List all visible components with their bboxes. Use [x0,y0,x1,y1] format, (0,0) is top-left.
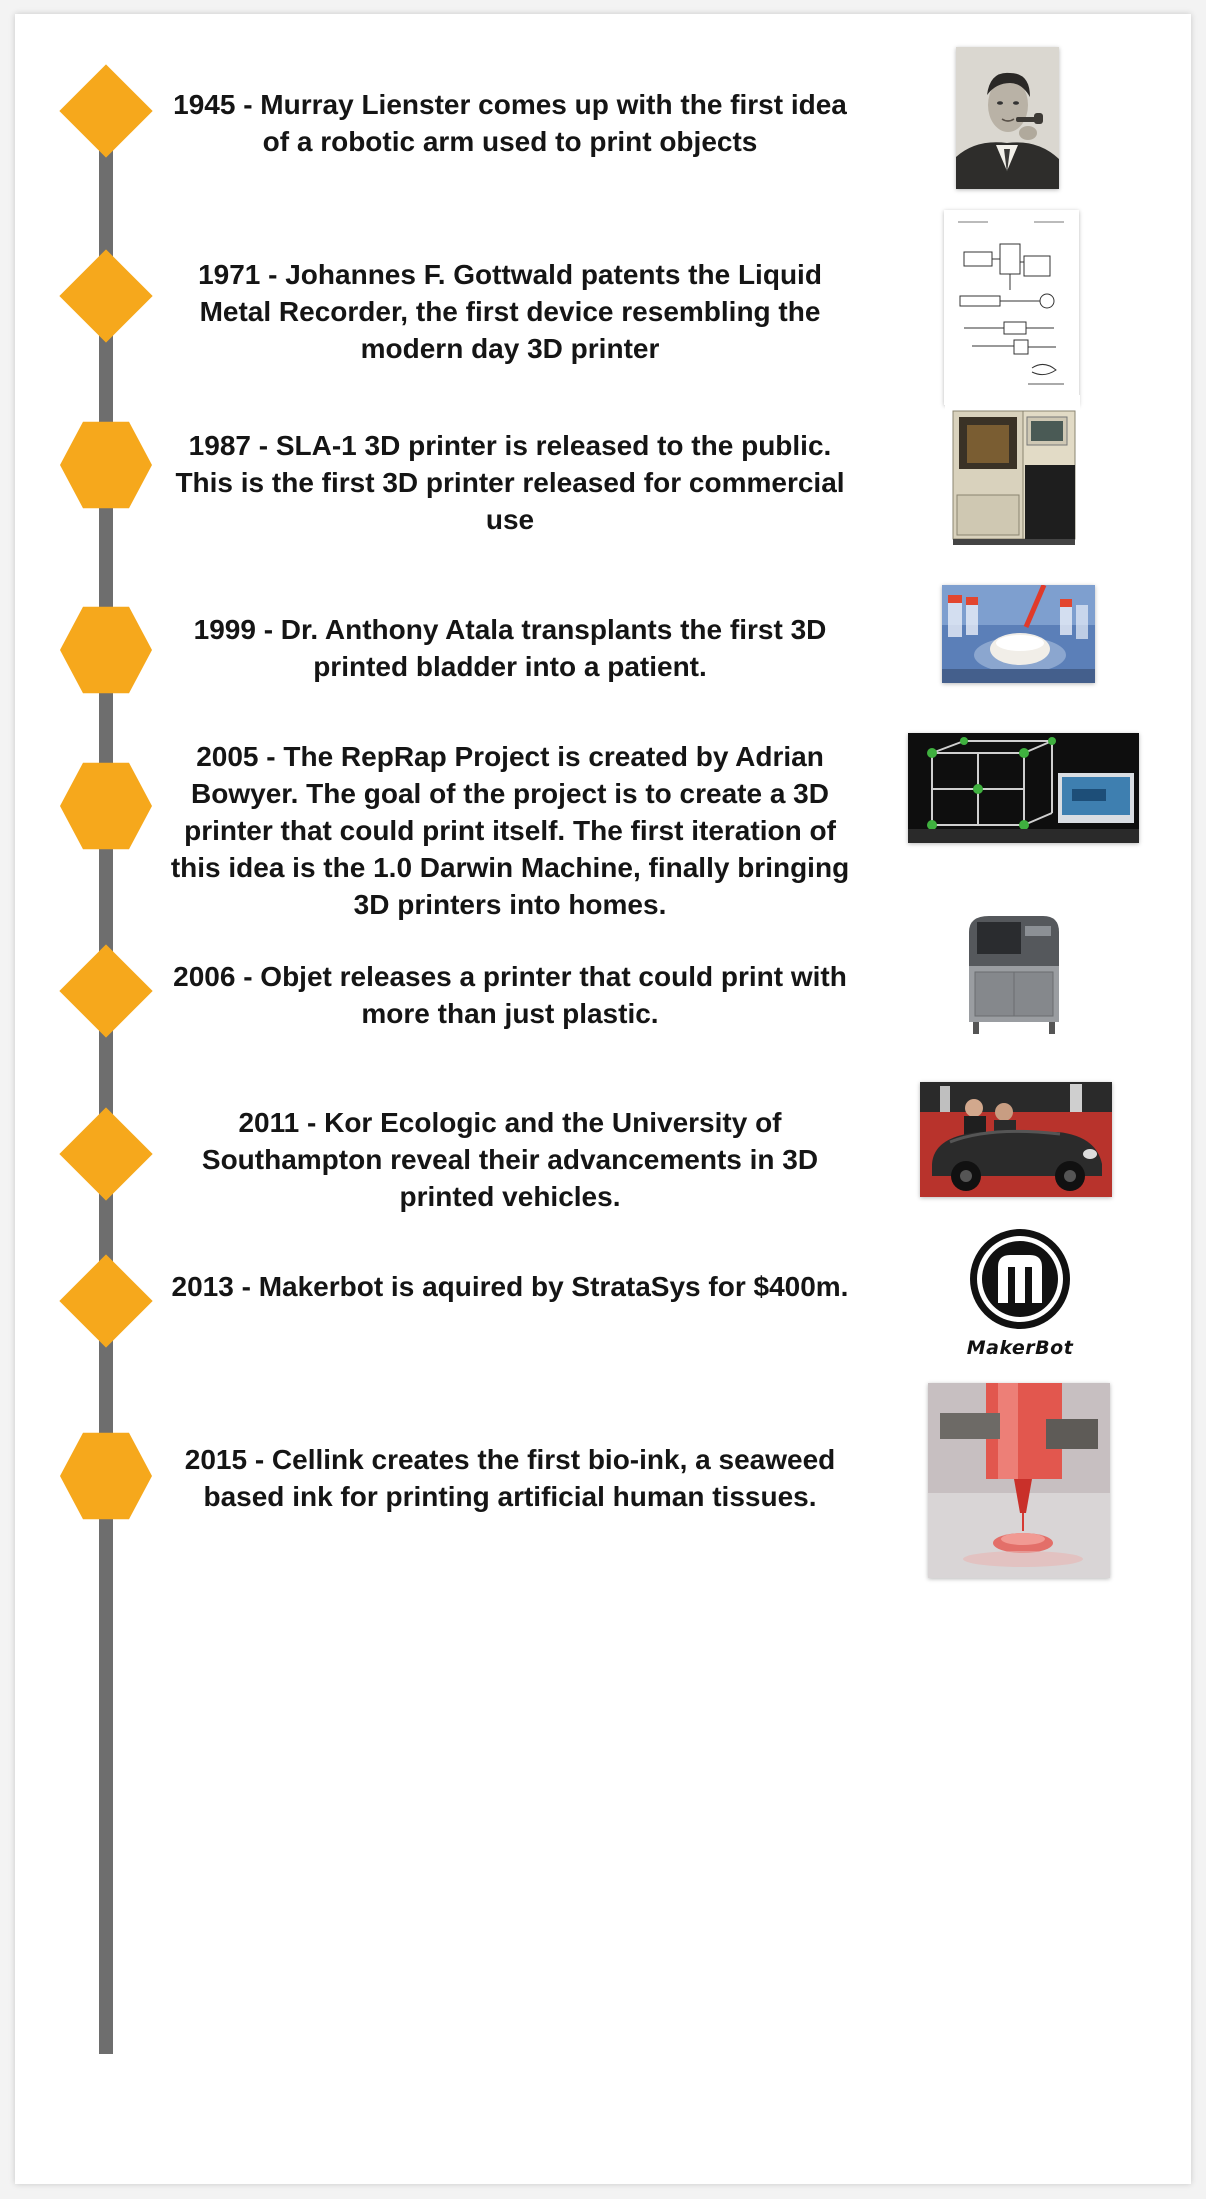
murray-leinster-portrait [956,47,1059,189]
sla1-printer-photo [945,395,1080,550]
timeline-marker-1987 [60,421,152,509]
event-text-2015: 2015 - Cellink creates the first bio-ink… [184,1444,836,1512]
bioink-printing-photo [928,1383,1110,1578]
timeline-marker-2005 [60,762,152,850]
event-text-2011: 2011 - Kor Ecologic and the University o… [201,1107,819,1212]
event-text-1971: 1971 - Johannes F. Gottwald patents the … [198,259,822,364]
timeline-marker-2011 [59,1107,153,1201]
timeline-marker-1971 [59,249,153,343]
event-text-1945: 1945 - Murray Lienster comes up with the… [173,89,847,157]
makerbot-m-icon [970,1229,1070,1329]
makerbot-logo: MakerBot [950,1227,1090,1359]
timeline-marker-2015 [60,1432,152,1520]
timeline-marker-2013 [59,1254,153,1348]
printed-bladder-lab-photo [942,585,1095,683]
objet-printer-photo [959,910,1069,1038]
timeline-marker-2006 [59,944,153,1038]
event-text-1999: 1999 - Dr. Anthony Atala transplants the… [193,614,827,682]
printed-vehicle-photo [920,1082,1112,1197]
timeline-line [99,114,113,2054]
gottwald-patent-drawing [944,210,1079,405]
timeline-marker-1945 [59,64,153,158]
event-text-1987: 1987 - SLA-1 3D printer is released to t… [175,430,845,535]
timeline-card: 1945 - Murray Lienster comes up with the… [15,14,1191,2184]
event-text-2013: 2013 - Makerbot is aquired by StrataSys … [171,1271,849,1302]
reprap-darwin-photo [908,733,1139,843]
makerbot-wordmark: MakerBot [966,1337,1074,1359]
event-text-2005: 2005 - The RepRap Project is created by … [170,741,850,920]
event-text-2006: 2006 - Objet releases a printer that cou… [173,961,847,1029]
timeline-marker-1999 [60,606,152,694]
